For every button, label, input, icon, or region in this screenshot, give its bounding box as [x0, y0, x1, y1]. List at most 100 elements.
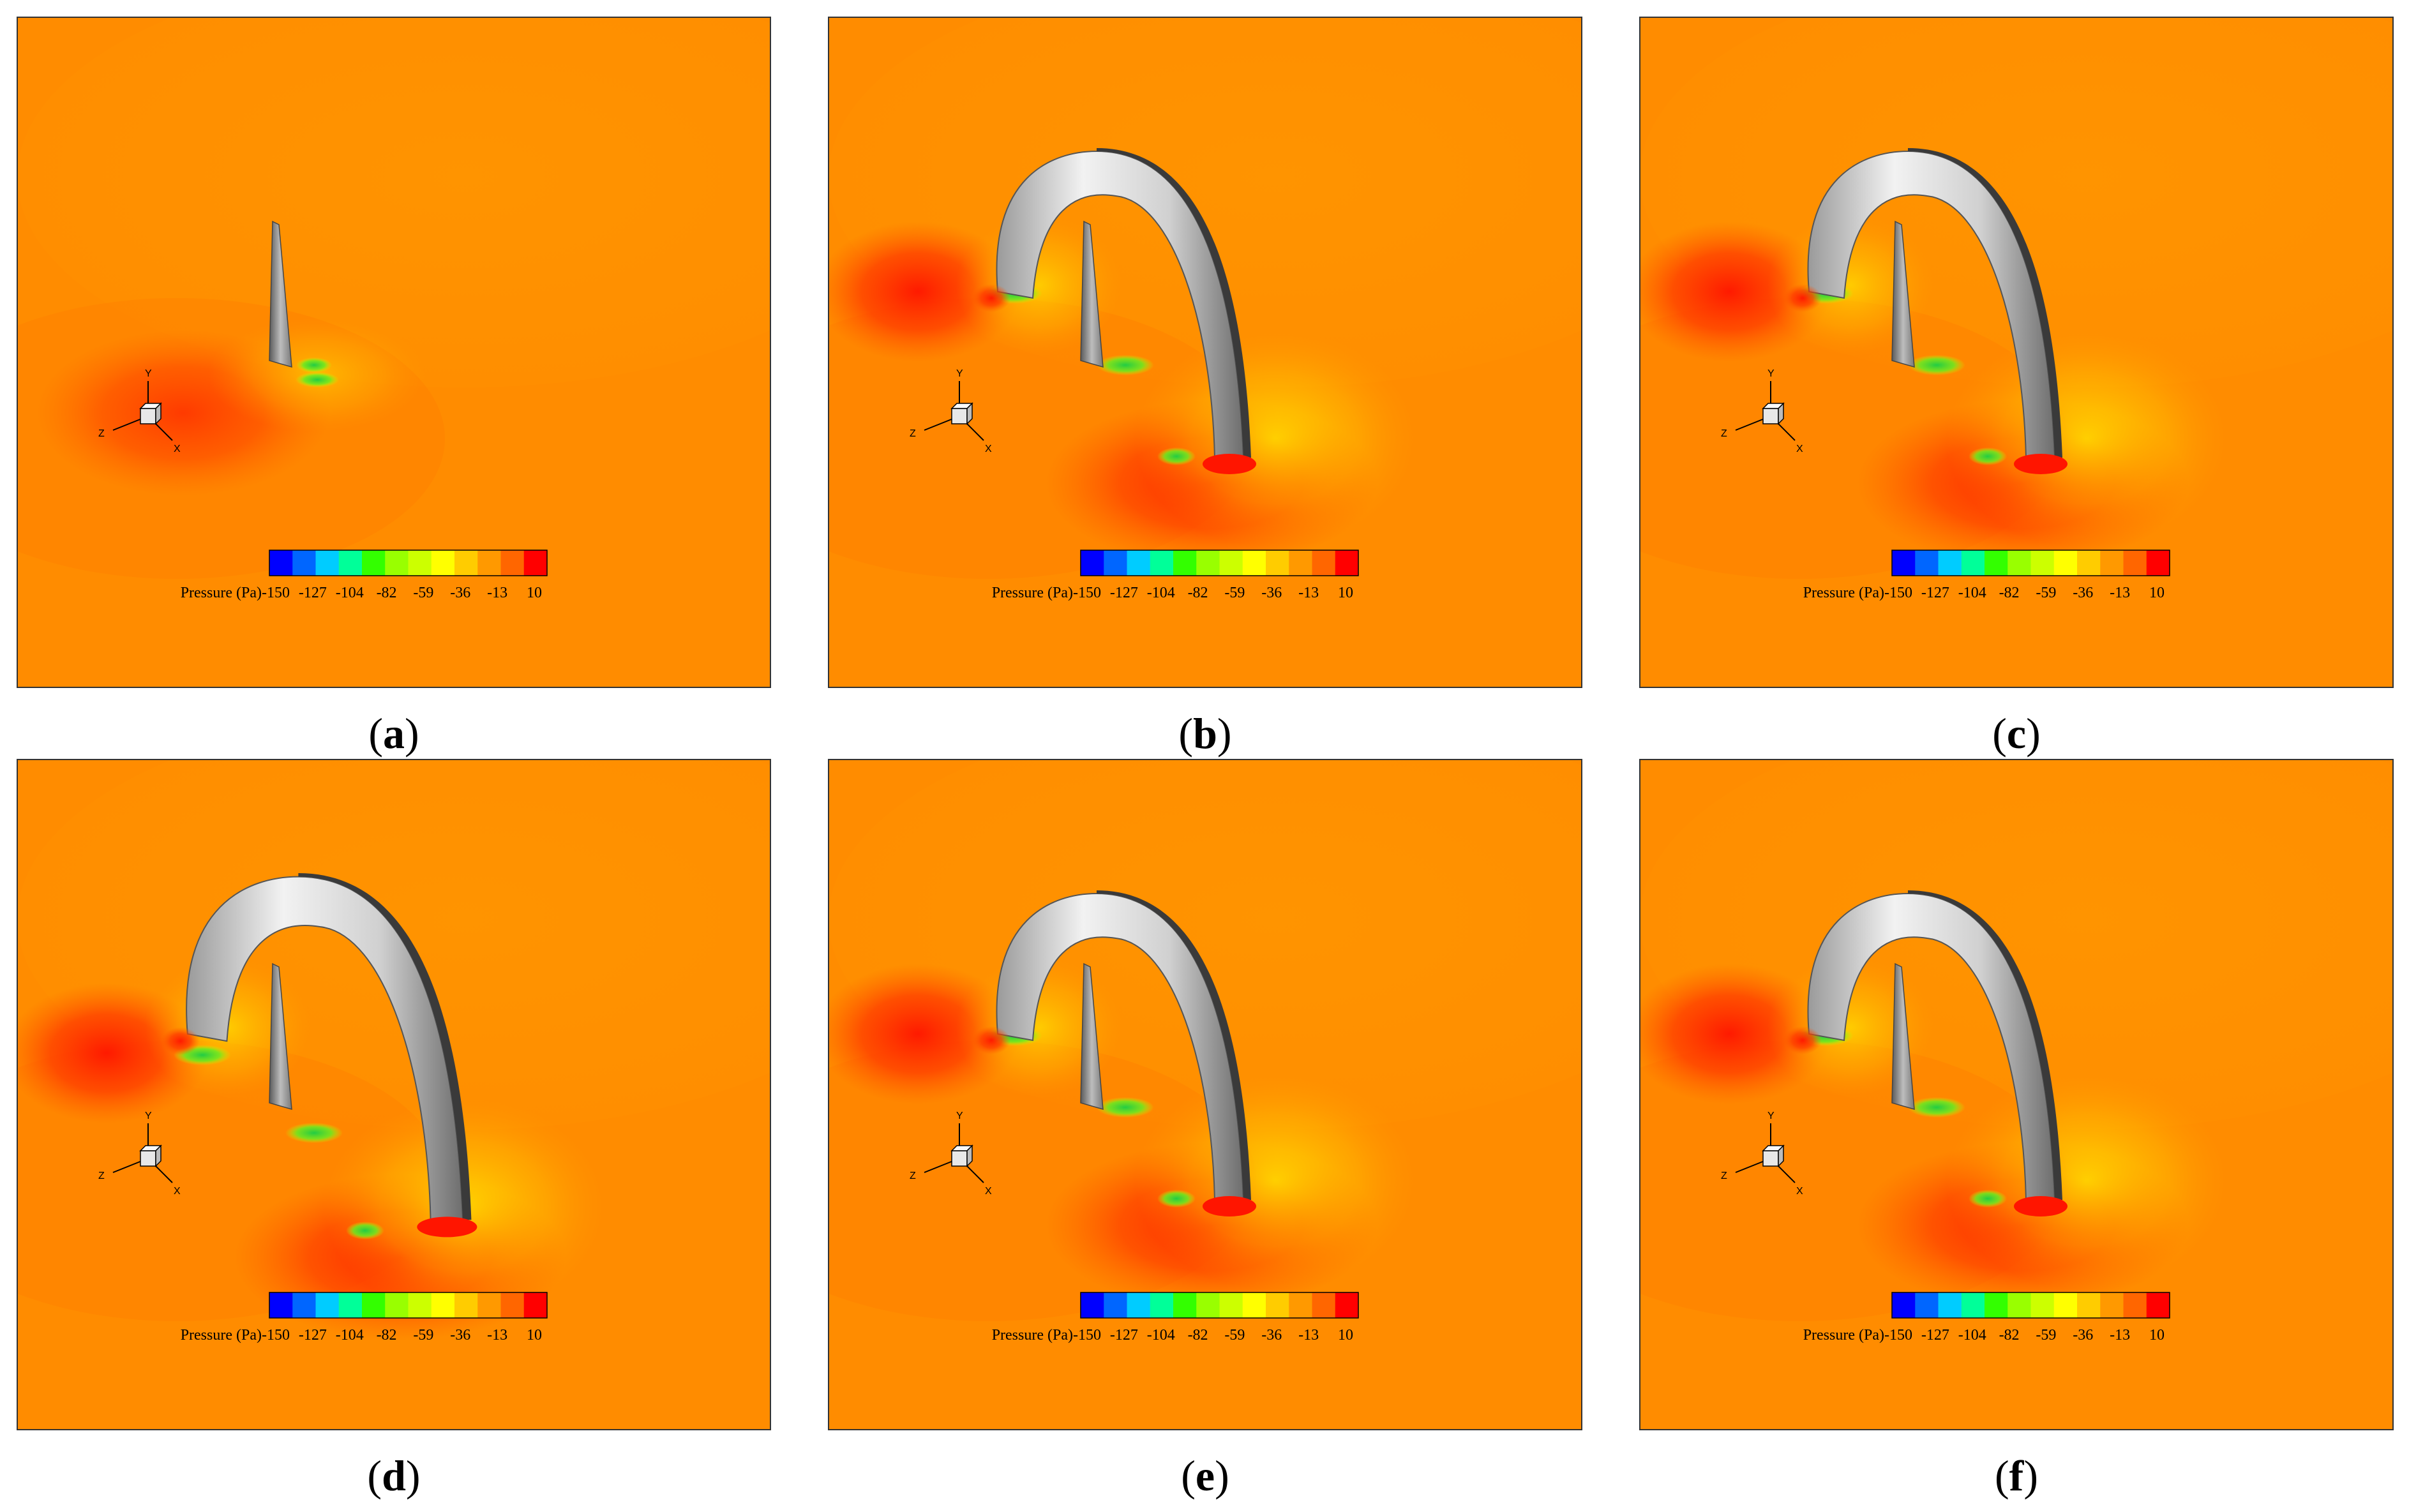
colorbar-tick-label: 10	[527, 585, 542, 601]
colorbar: -150 -127 -104 -82 -59 -36 -13 10 Pressure (Pa)	[1803, 550, 2170, 601]
colorbar-tick-label: -13	[2110, 585, 2130, 601]
shroud-ring	[996, 892, 1245, 1201]
colorbar-tick-label: -36	[450, 1327, 470, 1344]
colorbar-title: Pressure (Pa)	[992, 585, 1073, 601]
colorbar-band	[2077, 550, 2101, 576]
colorbar-band	[1961, 550, 1985, 576]
colorbar-band	[1196, 1292, 1220, 1318]
blade	[1080, 220, 1104, 368]
colorbar-band	[385, 550, 409, 576]
colorbar-band	[454, 550, 478, 576]
panel-f: Y Z X -150 -127 -104 -82 -59 -36 -13 10 Pressure (P…	[1639, 759, 2394, 1500]
colorbar-tick-label: -36	[450, 585, 470, 601]
triad-cube	[140, 1150, 156, 1167]
colorbar-band	[2100, 1292, 2124, 1318]
colorbar-tick-label: -127	[299, 1327, 327, 1344]
colorbar-band	[1915, 550, 1939, 576]
panel-frame	[828, 759, 1582, 1430]
colorbar-band	[1938, 1292, 1962, 1318]
colorbar-tick-label: -82	[1999, 1327, 2020, 1344]
colorbar-band	[1335, 1292, 1359, 1318]
low-pressure-region	[296, 357, 332, 373]
panel-caption: (b)	[1178, 709, 1231, 758]
colorbar-tick-label: 10	[1338, 1327, 1353, 1344]
blade	[269, 220, 292, 368]
colorbar-band	[2053, 1292, 2078, 1318]
stagnation-spot	[2014, 454, 2068, 474]
colorbar-band	[1219, 1292, 1243, 1318]
colorbar-tick-label: -82	[1999, 585, 2020, 601]
colorbar-tick-label: -104	[336, 1327, 364, 1344]
axis-triad: Y Z X	[98, 1111, 181, 1197]
colorbar-band	[2123, 550, 2147, 576]
colorbar-band	[1266, 550, 1289, 576]
colorbar-band	[338, 1292, 363, 1318]
colorbar-band	[500, 550, 525, 576]
triad-cube	[951, 1150, 968, 1167]
axis-triad: Y Z X	[98, 368, 181, 454]
colorbar-band	[1242, 550, 1266, 576]
colorbar-band	[1312, 1292, 1336, 1318]
colorbar-tick-label: -82	[377, 585, 397, 601]
colorbar-band	[292, 550, 316, 576]
axis-label-x: X	[985, 1186, 992, 1197]
axis-label-y: Y	[1767, 1111, 1775, 1121]
panel-b: Y Z X -150 -127 -104 -82 -59 -36 -13 10 Pressure (P…	[828, 17, 1582, 758]
axis-label-z: Z	[1721, 428, 1727, 439]
contour-field	[829, 760, 1582, 1430]
stagnation-spot	[1203, 1196, 1256, 1216]
panel-a: Y Z X -150 -127 -104 -82 -59 -36 -13 10 Pressure (P…	[17, 17, 771, 758]
panel-d: Y Z X -150 -127 -104 -82 -59 -36 -13 10 Pressure (P…	[17, 759, 771, 1500]
colorbar-tick-label: -36	[1261, 585, 1282, 601]
colorbar-tick-label: -150	[1073, 1327, 1101, 1344]
axis-triad: Y Z X	[910, 1111, 992, 1197]
colorbar-band	[1961, 1292, 1985, 1318]
colorbar-tick-label: -59	[413, 1327, 433, 1344]
colorbar-band	[1892, 550, 1916, 576]
colorbar-tick-label: -59	[1224, 585, 1245, 601]
colorbar-band	[1289, 1292, 1312, 1318]
panel-e: Y Z X -150 -127 -104 -82 -59 -36 -13 10 Pressure (P…	[828, 759, 1582, 1500]
colorbar-title: Pressure (Pa)	[1803, 1327, 1884, 1344]
colorbar-tick-label: -150	[1884, 1327, 1912, 1344]
colorbar-band	[2146, 1292, 2170, 1318]
contour-field	[17, 760, 770, 1430]
shroud-ring	[1807, 892, 2056, 1201]
blade	[1891, 962, 1915, 1111]
shroud-ring	[996, 150, 1245, 458]
colorbar-title: Pressure (Pa)	[181, 585, 262, 601]
colorbar: -150 -127 -104 -82 -59 -36 -13 10 Pressure (Pa)	[1803, 1292, 2170, 1344]
colorbar-band	[1219, 550, 1243, 576]
axis-label-x: X	[985, 444, 992, 454]
axis-label-y: Y	[145, 368, 152, 379]
axis-label-z: Z	[98, 428, 105, 439]
colorbar-band	[1242, 1292, 1266, 1318]
colorbar-band	[477, 550, 501, 576]
axis-triad: Y Z X	[1721, 368, 1803, 454]
colorbar-band	[2007, 1292, 2031, 1318]
colorbar-tick-label: -82	[1188, 585, 1208, 601]
colorbar-band	[454, 1292, 478, 1318]
panel-caption: (f)	[1995, 1451, 2038, 1500]
panel-frame	[17, 759, 771, 1430]
panel-caption: (c)	[1992, 709, 2041, 758]
panel-caption: (d)	[367, 1451, 420, 1500]
stagnation-spot	[1203, 454, 1256, 474]
colorbar-tick-label: -59	[413, 585, 433, 601]
axis-label-z: Z	[910, 1171, 916, 1181]
triad-cube	[140, 408, 156, 424]
colorbar-band	[362, 550, 386, 576]
colorbar-band	[1985, 550, 2008, 576]
axis-label-x: X	[1796, 444, 1803, 454]
colorbar-band	[408, 1292, 432, 1318]
colorbar-band	[523, 1292, 548, 1318]
colorbar-tick-label: -104	[1958, 585, 1986, 601]
colorbar-band	[292, 1292, 316, 1318]
colorbar-band	[477, 1292, 501, 1318]
panel-c: Y Z X -150 -127 -104 -82 -59 -36 -13 10 Pressure (P…	[1639, 17, 2394, 758]
colorbar-tick-label: -150	[262, 1327, 290, 1344]
triad-cube	[1762, 1150, 1779, 1167]
colorbar-tick-label: -13	[1298, 585, 1319, 601]
contour-field	[829, 17, 1582, 687]
